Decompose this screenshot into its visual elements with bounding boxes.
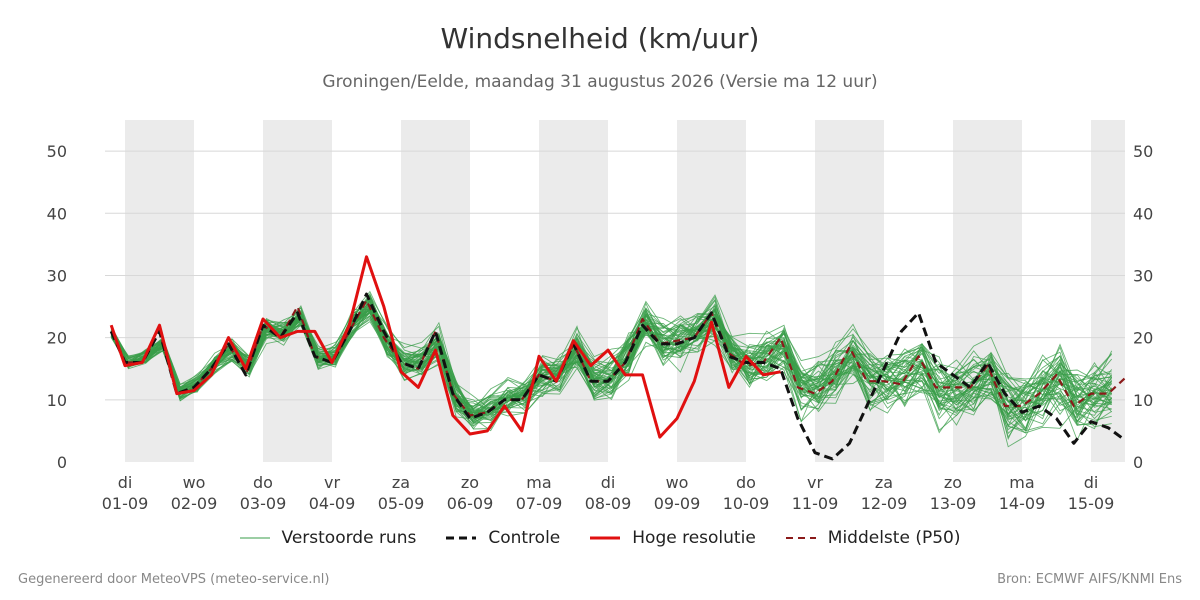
control-line <box>109 292 1126 461</box>
ensemble-line <box>110 308 1113 416</box>
shade-band <box>263 120 332 462</box>
x-tick-day: di <box>1084 473 1099 492</box>
ensemble-line <box>110 311 1113 421</box>
legend-item-control: Controle <box>446 528 560 548</box>
x-tick-date: 04-09 <box>309 494 356 513</box>
legend-label-control: Controle <box>488 528 561 548</box>
ensemble-line <box>110 314 1112 441</box>
x-tick-date: 05-09 <box>378 494 425 513</box>
x-tick-date: 09-09 <box>654 494 701 513</box>
y-tick-label-right: 50 <box>1133 142 1153 161</box>
hires-line <box>109 255 781 439</box>
x-tick-day: vr <box>324 473 340 492</box>
legend-label-median: Middelste (P50) <box>827 528 961 548</box>
legend-swatch-control <box>446 536 477 540</box>
legend-label-ensemble: Verstoorde runs <box>281 528 417 548</box>
x-tick-day: wo <box>183 473 206 492</box>
shade-band <box>125 120 194 462</box>
footer-generated-by: Gegenereerd door MeteoVPS (meteo-service… <box>18 572 330 587</box>
legend-item-hires: Hoge resolutie <box>590 528 756 548</box>
ensemble-line <box>110 307 1113 432</box>
x-tick-date: 10-09 <box>723 494 770 513</box>
x-tick-day: za <box>392 473 410 492</box>
x-tick-day: za <box>875 473 893 492</box>
y-tick-label-left: 50 <box>47 142 67 161</box>
ensemble-line <box>110 307 1113 425</box>
legend-swatch-hires <box>590 536 621 540</box>
y-tick-label-left: 0 <box>57 453 67 472</box>
y-axis-left: 0 10 20 30 40 50 <box>47 142 67 472</box>
day-shading <box>125 120 1125 462</box>
ensemble-line <box>110 315 1112 414</box>
shade-band <box>815 120 884 462</box>
y-tick-label-right: 20 <box>1133 329 1153 348</box>
x-tick-date: 08-09 <box>585 494 632 513</box>
x-tick-date: 11-09 <box>792 494 839 513</box>
x-tick-day: do <box>253 473 273 492</box>
gridlines <box>105 150 1125 401</box>
y-tick-label-right: 10 <box>1133 391 1153 410</box>
y-tick-label-left: 40 <box>47 204 67 223</box>
y-tick-label-left: 20 <box>47 329 67 348</box>
y-tick-label-left: 30 <box>47 266 67 285</box>
ensemble-line <box>110 297 1113 414</box>
x-tick-date: 15-09 <box>1068 494 1115 513</box>
ensemble-line <box>110 298 1112 426</box>
x-tick-date: 13-09 <box>930 494 977 513</box>
x-tick-date: 02-09 <box>171 494 218 513</box>
legend-label-hires: Hoge resolutie <box>632 528 756 548</box>
chart-subtitle: Groningen/Eelde, maandag 31 augustus 202… <box>322 72 878 92</box>
x-tick-day: zo <box>944 473 962 492</box>
footer-source: Bron: ECMWF AIFS/KNMI Ens <box>997 572 1182 587</box>
x-tick-date: 07-09 <box>516 494 563 513</box>
legend: Verstoorde runs Controle Hoge resolutie … <box>0 528 1200 548</box>
y-tick-label-right: 30 <box>1133 266 1153 285</box>
legend-item-ensemble: Verstoorde runs <box>239 528 417 548</box>
x-tick-day: di <box>118 473 133 492</box>
x-axis: di 01-09 wo 02-09 do 03-09 vr 04-09 za 05-09 zo 06-… <box>102 473 1115 513</box>
chart-title: Windsnelheid (km/uur) <box>440 22 760 55</box>
x-tick-day: ma <box>1009 473 1034 492</box>
y-tick-label-right: 40 <box>1133 204 1153 223</box>
x-tick-day: ma <box>526 473 551 492</box>
y-tick-label-left: 10 <box>47 391 67 410</box>
shade-band <box>539 120 608 462</box>
x-tick-day: vr <box>807 473 823 492</box>
x-tick-date: 03-09 <box>240 494 287 513</box>
x-tick-day: di <box>601 473 616 492</box>
legend-item-median: Middelste (P50) <box>785 528 961 548</box>
x-tick-date: 12-09 <box>861 494 908 513</box>
legend-swatch-ensemble <box>239 537 270 539</box>
legend-swatch-median <box>785 537 816 539</box>
x-tick-date: 06-09 <box>447 494 494 513</box>
y-tick-label-right: 0 <box>1133 453 1143 472</box>
x-tick-date: 01-09 <box>102 494 149 513</box>
x-tick-day: zo <box>461 473 479 492</box>
x-tick-date: 14-09 <box>999 494 1046 513</box>
x-tick-day: do <box>736 473 756 492</box>
shade-band <box>677 120 746 462</box>
main-lines <box>109 255 1126 461</box>
y-axis-right: 0 10 20 30 40 50 <box>1133 142 1153 472</box>
x-tick-day: wo <box>666 473 689 492</box>
